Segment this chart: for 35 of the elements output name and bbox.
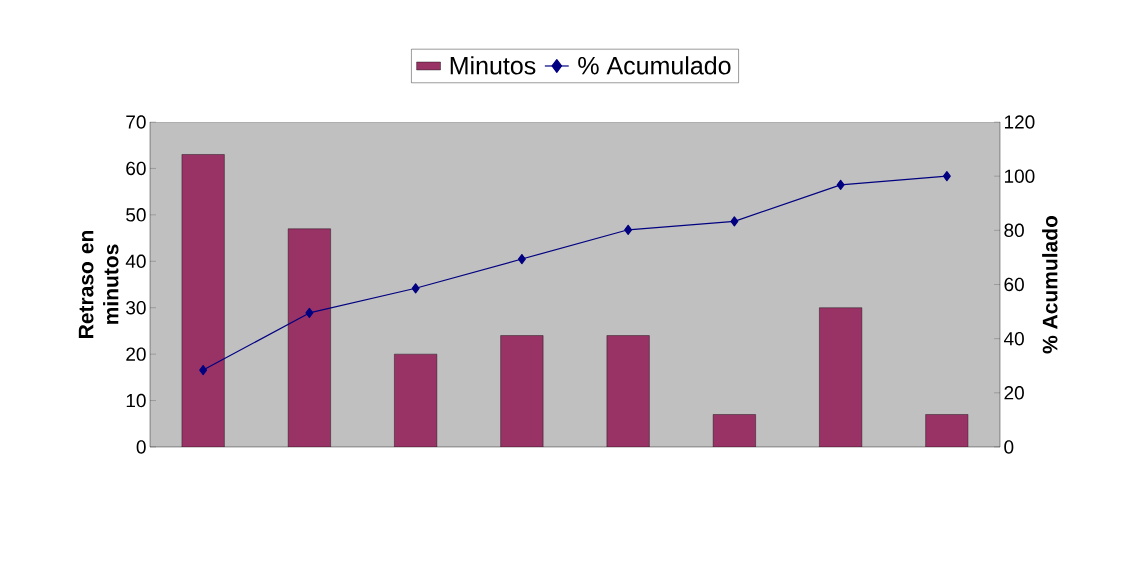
point [199,364,208,376]
y-tick-label: 0 [136,440,146,454]
bar [819,307,863,447]
y2-tick-label: 60 [1004,277,1024,292]
y-tick-label: 30 [126,300,146,315]
y-tick-label: 20 [126,347,146,361]
y-tick-label: 60 [126,161,146,176]
point [624,224,633,235]
bar [606,335,650,447]
y-axis-title: Retraso en minutos [78,230,119,338]
point [942,171,951,182]
legend-label: % Acumulado [578,56,731,75]
y2-axis-title: % Acumulado [1042,215,1058,354]
bar [181,154,225,447]
bar [712,414,756,447]
point [730,216,739,227]
y2-tick-label: 100 [1004,169,1035,183]
y-tick-label: 50 [126,208,146,222]
y2-tick-label: 120 [1004,115,1035,129]
y2-tick-label: 40 [1003,331,1024,346]
y2-tick-label: 20 [1004,386,1024,400]
point [517,253,526,265]
bar [925,414,969,447]
y-tick-label: 70 [126,115,146,129]
y-tick-label: 10 [126,393,146,408]
bar [394,353,438,447]
point [411,283,420,294]
bar [500,335,544,447]
legend-label: Minutos [450,56,536,75]
bar [287,228,331,447]
y2-tick-label: 80 [1004,223,1024,238]
point [836,179,845,190]
point [305,307,314,319]
y-tick-label: 40 [125,254,146,268]
y2-tick-label: 0 [1004,440,1014,454]
